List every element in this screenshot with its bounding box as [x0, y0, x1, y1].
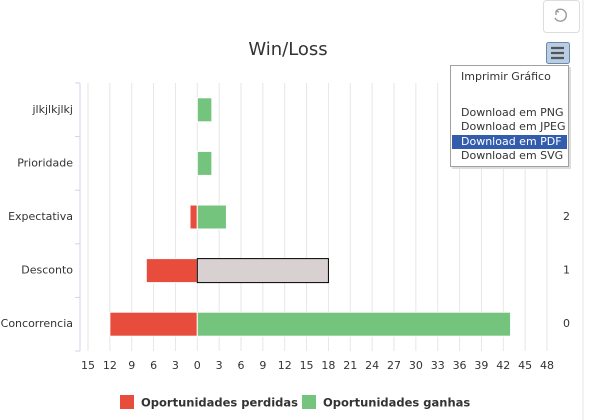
- x-tick-label: 12: [278, 359, 292, 372]
- y2-tick-label: 1: [563, 264, 570, 277]
- x-tick-label: 27: [387, 359, 401, 372]
- menu-item[interactable]: Download em JPEG: [461, 120, 566, 133]
- y-tick-label: jlkjlkjlkj: [31, 103, 73, 116]
- x-tick-label: 18: [321, 359, 335, 372]
- menu-item[interactable]: Imprimir Gráfico: [461, 70, 551, 83]
- x-tick-label: 48: [540, 359, 554, 372]
- x-tick-label: 21: [343, 359, 357, 372]
- bar[interactable]: [189, 204, 198, 230]
- y-tick-label: Prioridade: [17, 156, 73, 169]
- x-tick-label: 9: [128, 359, 135, 372]
- x-tick-label: 36: [453, 359, 467, 372]
- menu-icon: [551, 46, 564, 60]
- x-tick-label: 9: [259, 359, 266, 372]
- legend-swatch[interactable]: [120, 395, 134, 409]
- bar[interactable]: [196, 150, 213, 176]
- x-tick-label: 45: [518, 359, 532, 372]
- bar[interactable]: [196, 258, 329, 284]
- menu-panel: [450, 65, 569, 167]
- bar[interactable]: [196, 311, 512, 337]
- bar[interactable]: [109, 311, 198, 337]
- x-tick-label: 6: [150, 359, 157, 372]
- x-tick-label: 15: [81, 359, 95, 372]
- y2-tick-label: 0: [563, 317, 570, 330]
- menu-item[interactable]: Download em PNG: [461, 106, 564, 119]
- x-tick-label: 12: [103, 359, 117, 372]
- menu-item[interactable]: Download em SVG: [461, 149, 563, 162]
- x-tick-label: 3: [172, 359, 179, 372]
- y-tick-label: Expectativa: [8, 210, 73, 223]
- refresh-button[interactable]: [543, 0, 580, 33]
- legend-label[interactable]: Oportunidades perdidas: [141, 396, 298, 410]
- x-tick-label: 24: [365, 359, 379, 372]
- x-tick-label: 33: [431, 359, 445, 372]
- legend-swatch[interactable]: [302, 395, 316, 409]
- y-tick-label: Desconto: [21, 264, 73, 277]
- x-tick-label: 39: [474, 359, 488, 372]
- menu-item[interactable]: Download em PDF: [461, 135, 562, 148]
- bar[interactable]: [196, 97, 213, 123]
- x-tick-label: 0: [194, 359, 201, 372]
- y-tick-label: Concorrencia: [1, 317, 73, 330]
- x-tick-label: 6: [238, 359, 245, 372]
- legend-label[interactable]: Oportunidades ganhas: [323, 396, 470, 410]
- bar[interactable]: [145, 258, 198, 284]
- bar[interactable]: [196, 204, 227, 230]
- x-tick-label: 30: [409, 359, 423, 372]
- refresh-icon: [554, 8, 567, 22]
- menu-highlight: [452, 135, 567, 149]
- chart-title: Win/Loss: [248, 39, 327, 60]
- x-tick-label: 3: [216, 359, 223, 372]
- x-tick-label: 42: [496, 359, 510, 372]
- x-tick-label: 15: [300, 359, 314, 372]
- y2-tick-label: 2: [563, 210, 570, 223]
